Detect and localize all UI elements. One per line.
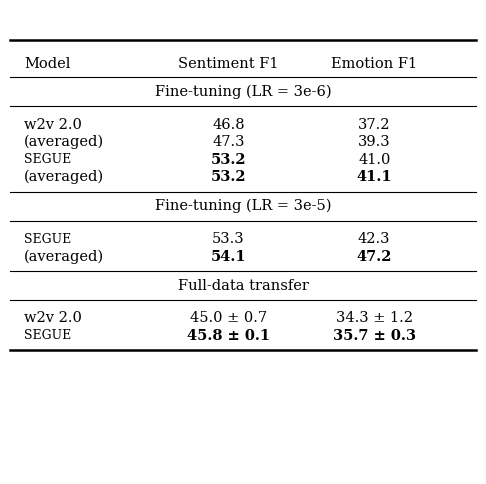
Text: (averaged): (averaged) xyxy=(24,170,104,184)
Text: 54.1: 54.1 xyxy=(210,250,246,263)
Text: 53.2: 53.2 xyxy=(210,170,246,184)
Text: 47.2: 47.2 xyxy=(356,250,392,263)
Text: Sentiment F1: Sentiment F1 xyxy=(178,57,278,71)
Text: 45.8 ± 0.1: 45.8 ± 0.1 xyxy=(187,329,270,343)
Text: 47.3: 47.3 xyxy=(212,136,244,149)
Text: Fine-tuning (LR = 3e-6): Fine-tuning (LR = 3e-6) xyxy=(155,85,331,99)
Text: Fine-tuning (LR = 3e-5): Fine-tuning (LR = 3e-5) xyxy=(155,199,331,213)
Text: w2v 2.0: w2v 2.0 xyxy=(24,312,82,325)
Text: SEGUE: SEGUE xyxy=(24,233,71,245)
Text: 41.0: 41.0 xyxy=(358,153,390,166)
Text: 53.2: 53.2 xyxy=(210,153,246,166)
Text: 46.8: 46.8 xyxy=(212,118,245,132)
Text: Emotion F1: Emotion F1 xyxy=(331,57,417,71)
Text: 35.7 ± 0.3: 35.7 ± 0.3 xyxy=(333,329,416,343)
Text: SEGUE: SEGUE xyxy=(24,153,71,166)
Text: (averaged): (averaged) xyxy=(24,249,104,264)
Text: Model: Model xyxy=(24,57,70,71)
Text: 45.0 ± 0.7: 45.0 ± 0.7 xyxy=(190,312,267,325)
Text: (averaged): (averaged) xyxy=(24,135,104,150)
Text: SEGUE: SEGUE xyxy=(24,330,71,342)
Text: w2v 2.0: w2v 2.0 xyxy=(24,118,82,132)
Text: 39.3: 39.3 xyxy=(358,136,391,149)
Text: 42.3: 42.3 xyxy=(358,232,390,246)
Text: 53.3: 53.3 xyxy=(212,232,245,246)
Text: 34.3 ± 1.2: 34.3 ± 1.2 xyxy=(336,312,413,325)
Text: 37.2: 37.2 xyxy=(358,118,390,132)
Text: Full-data transfer: Full-data transfer xyxy=(177,279,309,292)
Text: 41.1: 41.1 xyxy=(356,170,392,184)
